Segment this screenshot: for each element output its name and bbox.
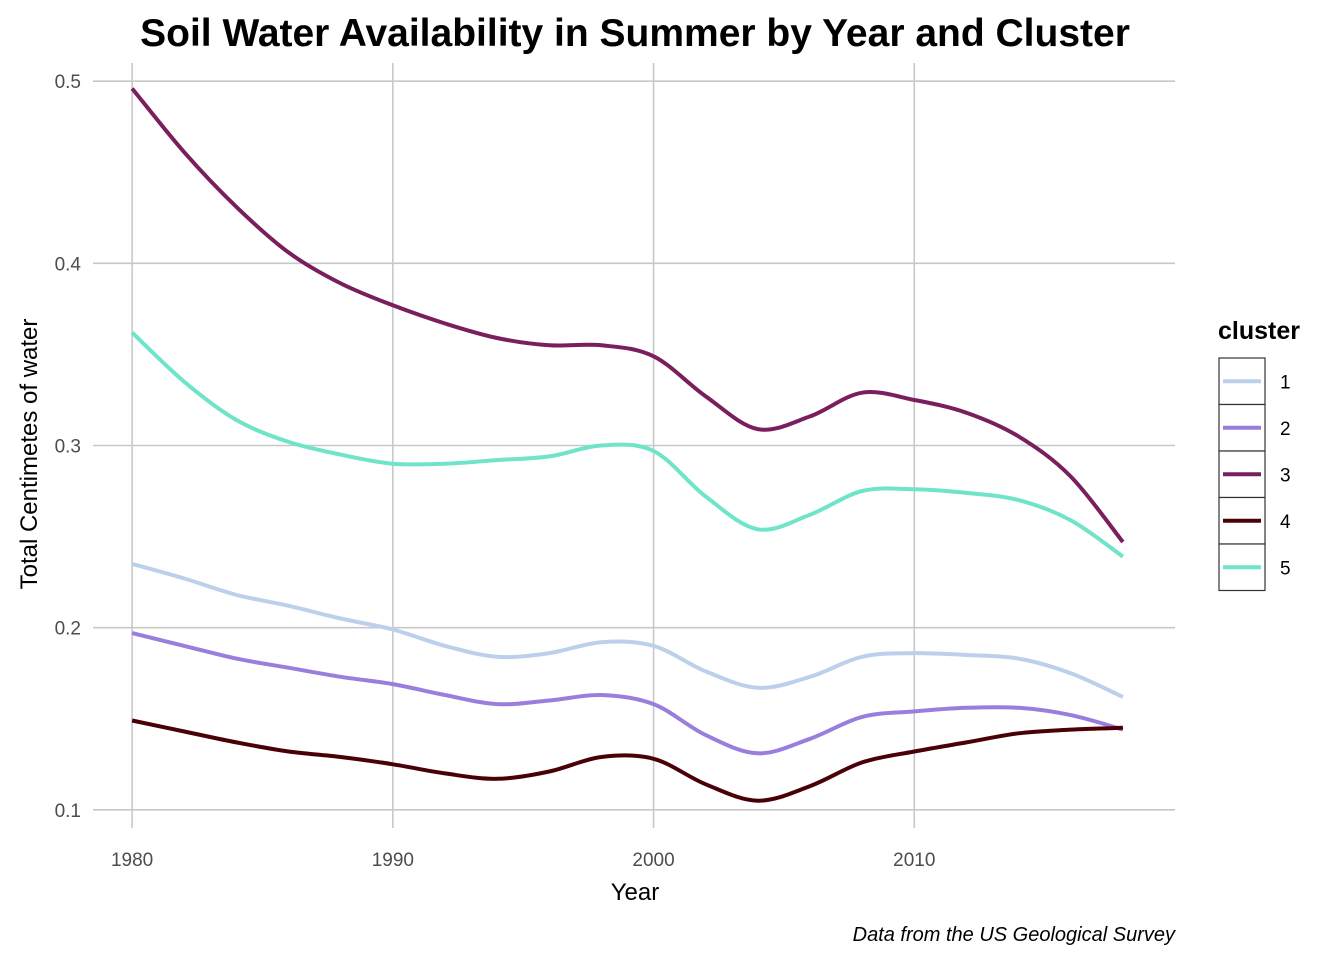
legend-label: 4 — [1280, 512, 1291, 533]
legend-item-2: 2 — [1218, 403, 1291, 452]
x-axis-title: Year — [611, 879, 660, 906]
series-line-cluster-2 — [131, 631, 1124, 756]
legend-item-4: 4 — [1218, 496, 1291, 545]
chart-title: Soil Water Availability in Summer by Yea… — [140, 12, 1130, 55]
legend-label: 5 — [1280, 558, 1291, 579]
tick-labels: 0.1 0.2 0.3 0.4 0.5 1980 1990 2000 2010 — [55, 72, 936, 871]
legend-label: 3 — [1280, 465, 1291, 486]
x-tick-label: 1980 — [111, 850, 153, 871]
legend: cluster 1 2 3 4 5 — [1218, 317, 1300, 592]
y-tick-label: 0.2 — [55, 619, 81, 640]
legend-item-5: 5 — [1218, 543, 1291, 592]
y-tick-label: 0.4 — [55, 254, 82, 275]
series-line-cluster-1 — [131, 561, 1124, 699]
y-tick-label: 0.1 — [55, 801, 81, 822]
x-tick-label: 2010 — [893, 850, 935, 871]
series-line-cluster-5 — [130, 331, 1125, 559]
legend-label: 2 — [1280, 419, 1291, 440]
y-axis-title: Total Centimetes of water — [16, 319, 43, 590]
legend-label: 1 — [1280, 372, 1291, 393]
x-tick-label: 2000 — [632, 850, 674, 871]
y-tick-label: 0.3 — [55, 437, 81, 458]
gridlines — [93, 63, 1175, 828]
legend-item-1: 1 — [1218, 357, 1291, 406]
series-line-cluster-3 — [130, 87, 1125, 544]
legend-title: cluster — [1218, 317, 1300, 345]
legend-item-3: 3 — [1218, 450, 1291, 499]
series-lines — [130, 87, 1125, 803]
y-tick-label: 0.5 — [55, 72, 81, 93]
x-tick-label: 1990 — [372, 850, 414, 871]
series-line-cluster-4 — [131, 718, 1123, 803]
chart-caption: Data from the US Geological Survey — [853, 924, 1176, 946]
